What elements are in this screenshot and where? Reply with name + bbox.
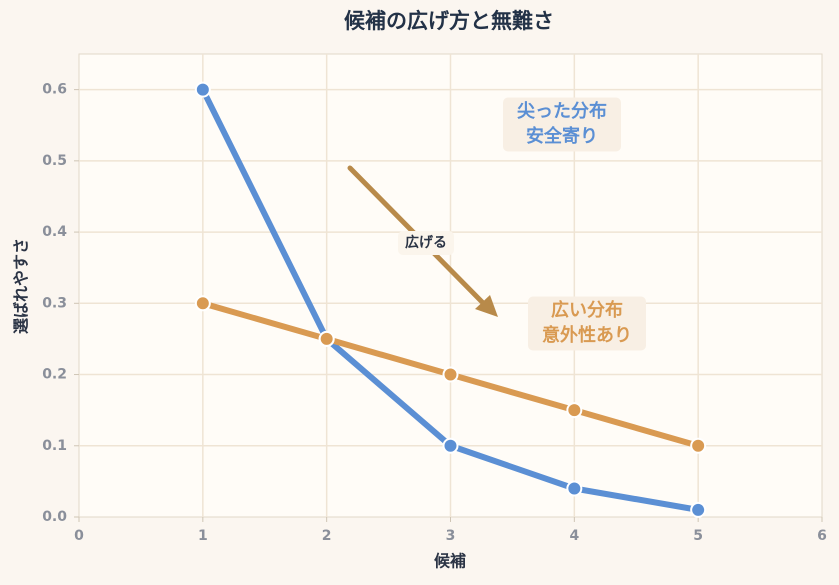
x-tick-label: 1 — [198, 528, 208, 544]
y-tick-label: 0.1 — [42, 438, 67, 454]
y-tick-label: 0.2 — [42, 367, 67, 383]
arrow-head — [475, 295, 498, 317]
data-point — [566, 402, 583, 419]
y-tick-label: 0.4 — [42, 224, 67, 240]
data-point — [194, 295, 211, 312]
annotation-box — [503, 97, 621, 152]
x-tick-label: 5 — [693, 528, 703, 544]
data-point — [690, 437, 707, 454]
annotation-text: 意外性あり — [542, 324, 632, 346]
x-tick-label: 4 — [569, 528, 579, 544]
data-point — [194, 81, 211, 98]
data-point — [690, 501, 707, 518]
y-tick-label: 0.5 — [42, 153, 67, 169]
annotation-text: 広い分布 — [551, 299, 623, 321]
data-point — [318, 330, 335, 347]
annotation-text: 尖った分布 — [517, 100, 607, 122]
y-tick-label: 0.0 — [42, 509, 67, 525]
annotation-text: 安全寄り — [526, 125, 598, 147]
chart-title: 候補の広げ方と無難さ — [344, 9, 554, 33]
annotation-text: 広げる — [405, 234, 447, 251]
x-tick-label: 6 — [817, 528, 827, 544]
annotation-box — [528, 296, 646, 351]
x-tick-label: 2 — [322, 528, 332, 544]
data-point — [566, 480, 583, 497]
annotation-box — [398, 231, 454, 255]
x-axis-label: 候補 — [434, 552, 466, 571]
x-tick-label: 3 — [446, 528, 456, 544]
y-tick-label: 0.6 — [42, 82, 67, 98]
y-tick-label: 0.3 — [42, 295, 67, 311]
x-tick-label: 0 — [74, 528, 84, 544]
data-point — [442, 437, 459, 454]
data-point — [442, 366, 459, 383]
y-axis-label: 選ばれやすさ — [12, 238, 31, 334]
